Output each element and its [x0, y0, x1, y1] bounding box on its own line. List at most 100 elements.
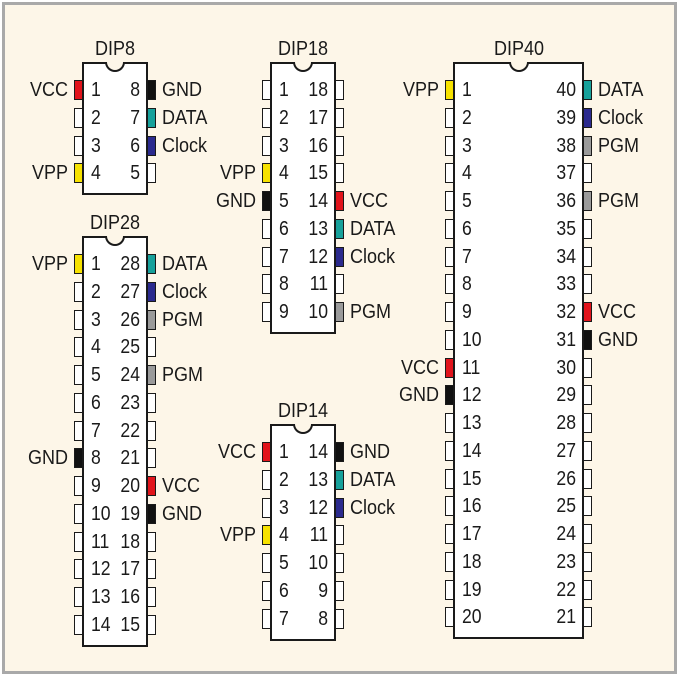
dip28-pin-number: 7: [91, 419, 101, 442]
dip28-pin-number: 28: [120, 253, 140, 275]
dip40-pin-35: [583, 218, 592, 239]
dip14-pin-3: [262, 497, 271, 518]
dip40-pin-27: [583, 440, 592, 461]
dip18-pin-number: 3: [279, 134, 289, 157]
dip28-pin-1-label: VPP: [31, 253, 68, 275]
dip40-pin-number: 2: [462, 106, 472, 129]
dip14-pin-number: 2: [279, 468, 289, 491]
dip28-pin-19-label: GND: [162, 502, 203, 525]
dip28-pin-number: 3: [91, 308, 101, 331]
dip28-pin-19: [147, 503, 156, 524]
dip18-title: DIP18: [277, 38, 329, 60]
dip18-pin-10: [335, 302, 344, 322]
dip28-pin-26: [147, 309, 156, 330]
dip28-pin-number: 1: [91, 253, 101, 275]
dip28-pin-number: 2: [91, 280, 101, 303]
dip40-pin-number: 26: [556, 467, 576, 490]
dip40-pin-11-label: VCC: [400, 356, 439, 379]
dip40-pin-12-label: GND: [398, 384, 439, 407]
dip28-pin-25: [147, 337, 156, 358]
dip18-pin-11: [335, 274, 344, 295]
dip14-pin-number: 8: [318, 607, 328, 630]
dip14-pin-1: [262, 442, 271, 462]
dip40-pin-5: [445, 191, 454, 211]
dip14-pin-5: [262, 553, 271, 573]
dip40-pin-number: 36: [556, 190, 576, 212]
dip40-pin-18: [445, 551, 454, 572]
dip18-pin-8: [262, 274, 271, 295]
dip8-pin-5: [147, 163, 156, 184]
dip40-pin-number: 17: [462, 523, 482, 545]
dip40-pin-31: [583, 329, 592, 350]
dip28-body: [82, 236, 148, 647]
dip40-pin-39-label: Clock: [598, 106, 644, 129]
dip8-pin-number: 7: [130, 106, 140, 129]
dip14-pin-13: [335, 469, 344, 490]
dip18-pin-number: 15: [308, 162, 328, 185]
dip28-pin-10: [74, 503, 83, 524]
dip40-pin-11: [445, 357, 454, 378]
dip18-pin-13-label: DATA: [350, 217, 396, 240]
dip14-pin-number: 10: [308, 552, 328, 574]
dip14-pin-12: [335, 497, 344, 518]
dip28-pin-number: 8: [91, 447, 101, 470]
dip18-pin-14-label: VCC: [350, 190, 389, 212]
dip28-pin-2: [74, 281, 83, 302]
dip40-pin-36: [583, 191, 592, 211]
dip8-pin-8-label: GND: [162, 79, 203, 101]
dip28-pin-7: [74, 420, 83, 441]
dip28-pin-number: 10: [91, 502, 111, 525]
dip28-pin-number: 24: [120, 364, 140, 386]
dip28-pin-number: 23: [120, 391, 140, 414]
dip18-pin-7: [262, 246, 271, 267]
dip40-pin-20: [445, 607, 454, 628]
dip40-pin-number: 18: [462, 550, 482, 573]
dip14-pin-10: [335, 553, 344, 573]
dip28-title: DIP28: [89, 212, 141, 234]
dip40-pin-32-label: VCC: [598, 301, 637, 323]
dip28-pin-27-label: Clock: [162, 280, 208, 303]
dip40-pin-number: 30: [556, 356, 576, 379]
dip40-pin-8: [445, 274, 454, 295]
dip14-pin-4: [262, 525, 271, 546]
dip14-title: DIP14: [277, 400, 329, 422]
dip40-pin-number: 6: [462, 217, 472, 240]
dip40-pin-24: [583, 524, 592, 544]
dip40-pin-22: [583, 579, 592, 600]
dip40-pin-15: [445, 468, 454, 489]
dip40-pin-number: 39: [556, 106, 576, 129]
dip40-pin-number: 11: [462, 356, 481, 379]
dip40-pin-38-label: PGM: [598, 134, 640, 157]
dip18-pin-number: 4: [279, 162, 289, 185]
dip40-pin-number: 12: [462, 384, 482, 407]
dip28-pin-8-label: GND: [27, 447, 68, 470]
dip40-pin-9: [445, 302, 454, 322]
dip40-pin-number: 1: [462, 79, 472, 101]
dip18-pin-17: [335, 107, 344, 128]
dip28-pin-17: [147, 559, 156, 580]
dip28-pin-number: 20: [120, 475, 140, 497]
dip40-pin-10: [445, 329, 454, 350]
dip40-pin-number: 22: [556, 578, 576, 601]
dip40-pin-number: 14: [462, 439, 482, 462]
dip14-pin-13-label: DATA: [350, 468, 396, 491]
dip40-pin-number: 28: [556, 412, 576, 434]
dip40-pin-21: [583, 607, 592, 628]
dip40-pin-number: 33: [556, 273, 576, 296]
dip40-pin-25: [583, 496, 592, 517]
dip40-pin-2: [445, 107, 454, 128]
dip14-pin-number: 3: [279, 496, 289, 519]
dip28-pin-27: [147, 281, 156, 302]
dip40-pin-38: [583, 135, 592, 156]
dip28-pin-24: [147, 365, 156, 385]
dip18-pin-number: 1: [279, 79, 289, 101]
dip18-pin-number: 8: [279, 273, 289, 296]
dip40-pin-40-label: DATA: [598, 79, 644, 101]
dip40-pin-number: 13: [462, 412, 482, 434]
dip14-pin-6: [262, 580, 271, 601]
dip40-notch: [508, 62, 529, 72]
dip28-pin-3: [74, 309, 83, 330]
dip40-body: [453, 62, 584, 640]
dip40-pin-40: [583, 80, 592, 100]
dip14-pin-number: 7: [279, 607, 289, 630]
